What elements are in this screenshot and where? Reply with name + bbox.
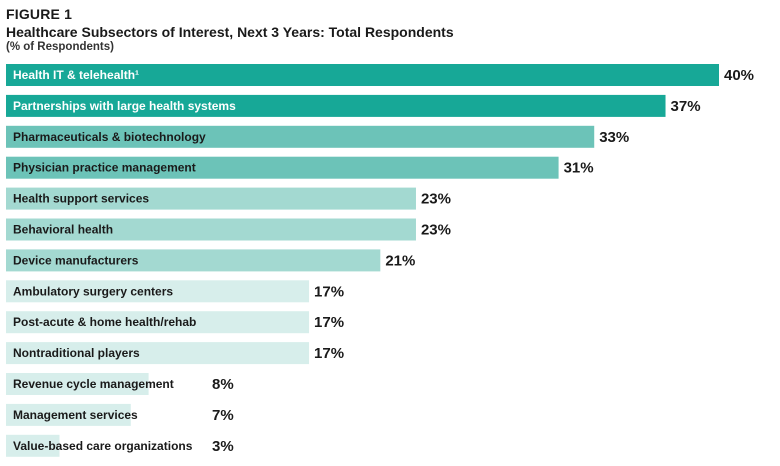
value-label-1: 37% (671, 98, 701, 115)
category-label-9: Nontraditional players (13, 346, 140, 360)
category-label-7: Ambulatory surgery centers (13, 284, 173, 298)
bar-2 (6, 125, 595, 148)
value-label-3: 31% (564, 160, 594, 177)
category-label-10: Revenue cycle management (13, 377, 174, 391)
bar-1 (6, 94, 666, 117)
bar-5 (6, 218, 416, 241)
bar-4 (6, 187, 416, 210)
chart-subtitle: (% of Respondents) (6, 41, 114, 53)
bar-12 (6, 434, 60, 457)
category-label-8: Post-acute & home health/rehab (13, 315, 196, 329)
bar-0 (6, 64, 719, 86)
category-label-12: Value-based care organizations (13, 439, 193, 453)
bar-11 (6, 403, 131, 426)
value-label-5: 23% (421, 222, 451, 239)
category-label-3: Physician practice management (13, 161, 196, 175)
value-label-9: 17% (314, 345, 344, 362)
category-label-2: Pharmaceuticals & biotechnology (13, 130, 206, 144)
bar-9 (6, 342, 310, 365)
bar-7 (6, 280, 310, 303)
figure-label: FIGURE 1 (6, 6, 73, 22)
value-label-0: 40% (724, 67, 754, 84)
category-label-1: Partnerships with large health systems (13, 99, 236, 113)
category-label-5: Behavioral health (13, 223, 113, 237)
bar-10 (6, 373, 149, 395)
value-label-2: 33% (599, 129, 629, 146)
bar-6 (6, 249, 381, 272)
value-label-8: 17% (314, 314, 344, 331)
value-label-6: 21% (385, 252, 415, 269)
chart-title: Healthcare Subsectors of Interest, Next … (6, 24, 454, 40)
value-label-11: 7% (212, 407, 234, 424)
category-label-6: Device manufacturers (13, 253, 139, 267)
value-label-12: 3% (212, 438, 234, 455)
category-label-0: Health IT & telehealth¹ (13, 68, 139, 82)
bar-8 (6, 311, 310, 334)
value-label-7: 17% (314, 283, 344, 300)
value-label-10: 8% (212, 376, 234, 393)
category-label-11: Management services (13, 408, 138, 422)
bar-3 (6, 156, 559, 179)
value-label-4: 23% (421, 191, 451, 208)
category-label-4: Health support services (13, 192, 149, 206)
